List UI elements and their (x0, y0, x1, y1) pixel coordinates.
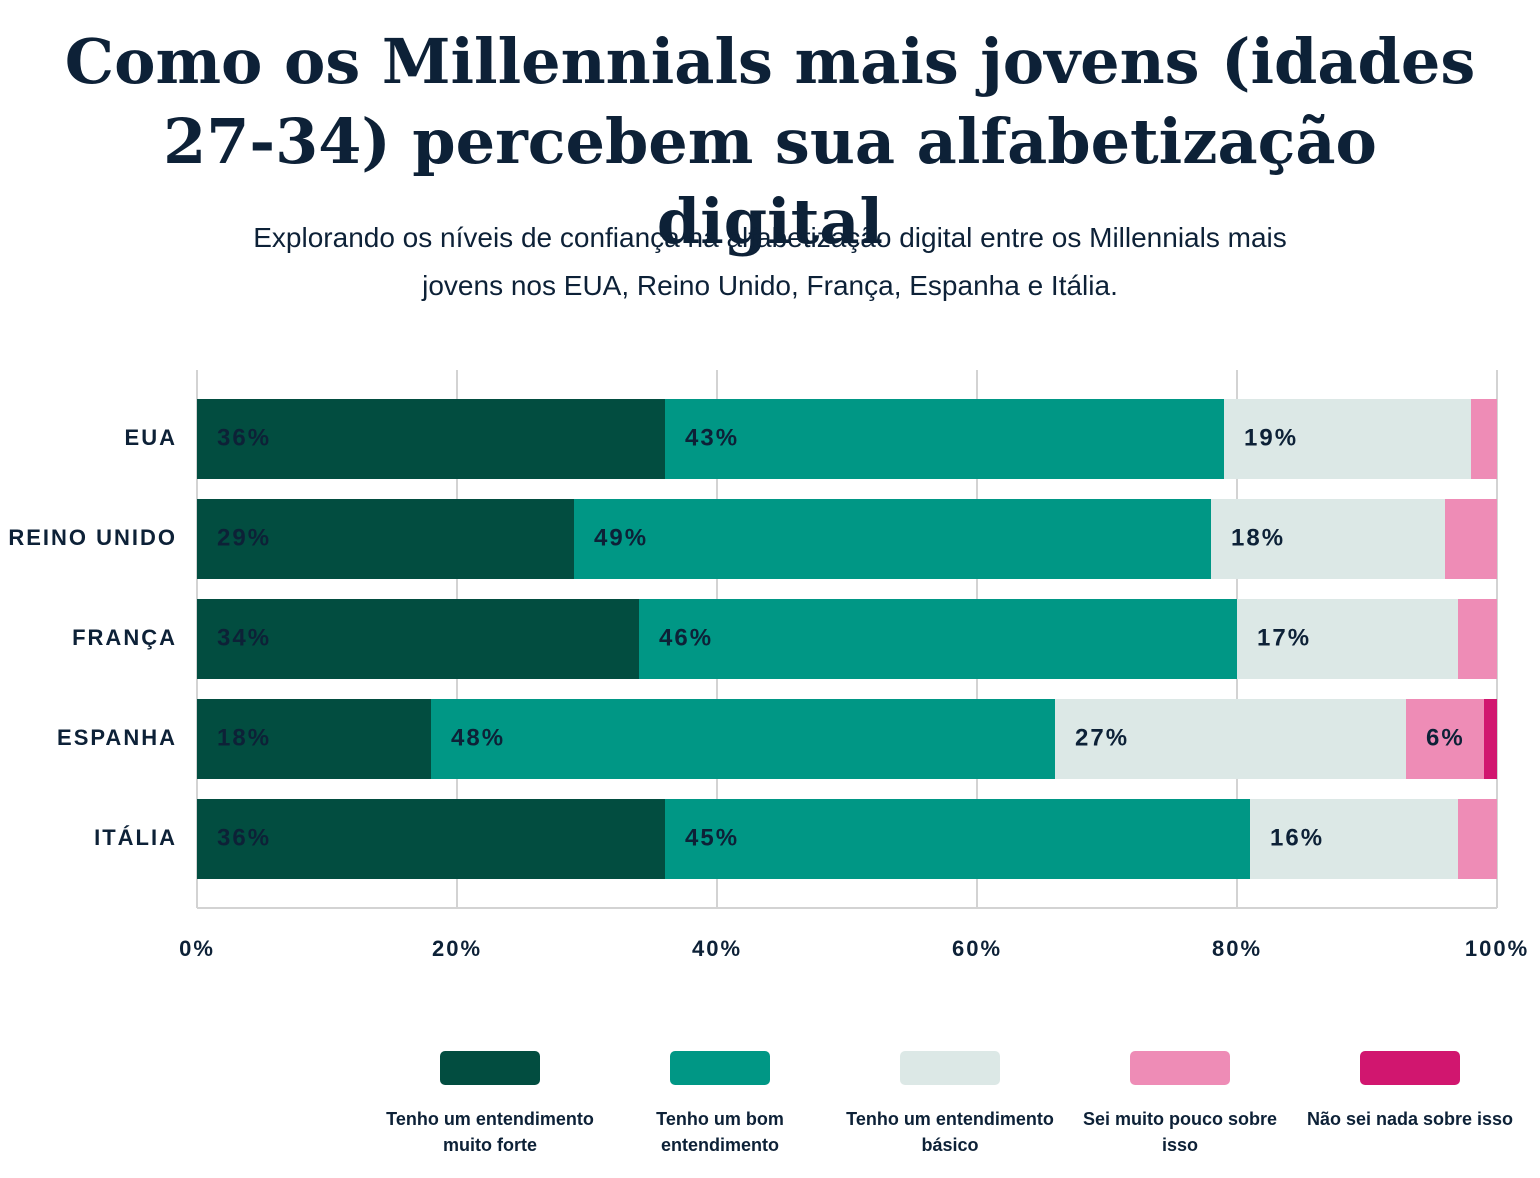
chart-title: Como os Millennials mais jovens (idades … (64, 25, 1476, 258)
legend-label: Não sei nada sobre isso (1306, 1109, 1514, 1129)
data-label: 36% (217, 424, 271, 451)
bar-segment (1484, 699, 1497, 779)
data-label: 43% (685, 424, 739, 451)
bar-segment (1211, 499, 1445, 579)
legend-item: Tenho um bom entendimento (595, 1051, 845, 1158)
bar-segment (1458, 599, 1497, 679)
legend-swatch (670, 1051, 770, 1085)
y-tick-label: ITÁLIA (94, 825, 177, 850)
bar-segment (197, 799, 665, 879)
data-label: 18% (1231, 524, 1285, 551)
legend-swatch (900, 1051, 1000, 1085)
data-label: 29% (217, 524, 271, 551)
data-label: 46% (659, 624, 713, 651)
legend-label: Sei muito pouco sobre isso (1082, 1109, 1278, 1155)
data-label: 17% (1257, 624, 1311, 651)
y-tick-label: FRANÇA (72, 625, 177, 650)
legend-item: Não sei nada sobre isso (1285, 1051, 1535, 1132)
data-label: 48% (451, 724, 505, 751)
legend-item: Tenho um entendimento básico (825, 1051, 1075, 1158)
data-label: 36% (217, 824, 271, 851)
y-tick-label: REINO UNIDO (8, 525, 177, 550)
data-label: 45% (685, 824, 739, 851)
bar-segment (639, 599, 1237, 679)
bar-segment (665, 399, 1224, 479)
bar-segment (574, 499, 1211, 579)
bar-segment (1445, 499, 1497, 579)
y-tick-label: ESPANHA (57, 725, 177, 750)
legend-item: Sei muito pouco sobre isso (1055, 1051, 1305, 1158)
data-label: 19% (1244, 424, 1298, 451)
y-tick-label: EUA (125, 425, 177, 450)
bar-segment (1406, 699, 1484, 779)
bar-segment (197, 599, 639, 679)
data-label: 27% (1075, 724, 1129, 751)
bar-segment (1237, 599, 1458, 679)
legend-label: Tenho um entendimento básico (846, 1109, 1054, 1155)
legend-label: Tenho um bom entendimento (656, 1109, 784, 1155)
bar-segment (665, 799, 1250, 879)
x-tick-label: 40% (692, 936, 742, 961)
bar-segment (431, 699, 1055, 779)
bar-segment (1055, 699, 1406, 779)
bar-segment (1471, 399, 1497, 479)
data-label: 49% (594, 524, 648, 551)
chart-subtitle: Explorando os níveis de confiança na alf… (253, 222, 1287, 301)
data-label: 34% (217, 624, 271, 651)
legend-item: Tenho um entendimento muito forte (365, 1051, 615, 1158)
x-tick-label: 60% (952, 936, 1002, 961)
x-tick-label: 100% (1465, 936, 1529, 961)
legend-swatch (440, 1051, 540, 1085)
x-tick-label: 80% (1212, 936, 1262, 961)
bar-segment (1250, 799, 1458, 879)
data-label: 18% (217, 724, 271, 751)
data-label: 6% (1426, 724, 1465, 751)
legend-label: Tenho um entendimento muito forte (386, 1109, 594, 1155)
bar-segment (197, 699, 431, 779)
bar-segment (1458, 799, 1497, 879)
bar-segment (197, 499, 574, 579)
x-tick-label: 0% (179, 936, 215, 961)
legend-swatch (1130, 1051, 1230, 1085)
data-label: 16% (1270, 824, 1324, 851)
bar-segment (197, 399, 665, 479)
bar-segment (1224, 399, 1471, 479)
x-tick-label: 20% (432, 936, 482, 961)
legend-swatch (1360, 1051, 1460, 1085)
